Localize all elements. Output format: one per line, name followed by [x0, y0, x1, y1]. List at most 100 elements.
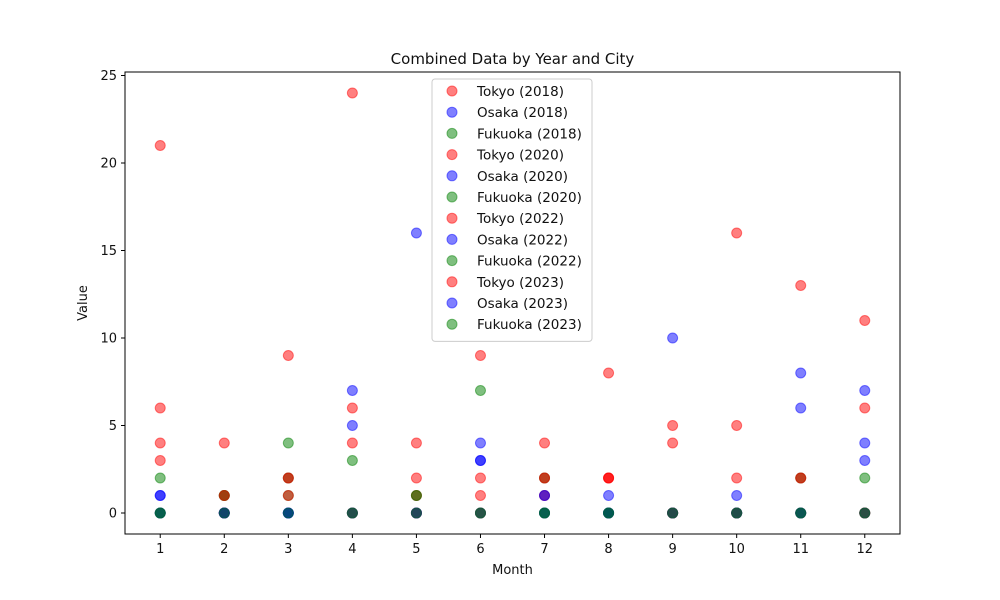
data-point — [282, 437, 294, 449]
legend-marker — [446, 276, 458, 288]
x-tick-label: 3 — [284, 542, 292, 557]
data-point — [731, 420, 743, 431]
data-point — [859, 455, 871, 466]
legend-label: Fukuoka (2022) — [477, 254, 582, 270]
data-point — [603, 507, 615, 519]
legend-marker — [446, 191, 458, 203]
data-point — [539, 472, 551, 484]
legend-label: Osaka (2020) — [477, 169, 568, 185]
data-point — [859, 315, 871, 326]
x-tick-label: 7 — [540, 542, 548, 557]
data-point — [539, 490, 551, 501]
data-point — [282, 490, 294, 501]
data-point — [859, 437, 871, 449]
data-point — [603, 367, 615, 379]
data-point — [154, 507, 166, 519]
data-point — [859, 507, 871, 519]
legend-label: Fukuoka (2023) — [477, 317, 582, 333]
data-point — [474, 385, 486, 396]
data-point — [282, 350, 294, 361]
data-point — [474, 472, 486, 484]
legend-marker — [446, 149, 458, 161]
x-tick-label: 4 — [348, 542, 356, 557]
data-point — [410, 507, 422, 519]
data-point — [154, 472, 166, 484]
y-axis-ticks: 0 5 10 15 20 25 — [100, 69, 125, 522]
legend-marker — [446, 106, 458, 118]
x-tick-label: 6 — [476, 542, 484, 557]
data-point — [795, 507, 807, 519]
y-tick-label: 20 — [100, 157, 117, 172]
data-points — [154, 87, 871, 519]
data-point — [474, 490, 486, 501]
legend-label: Tokyo (2023) — [476, 275, 564, 291]
data-point — [410, 490, 422, 501]
data-point — [795, 367, 807, 379]
data-point — [218, 437, 230, 449]
legend: Tokyo (2018) Osaka (2018) Fukuoka (2018) To… — [431, 78, 593, 342]
data-point — [282, 472, 294, 484]
data-point — [667, 332, 679, 344]
data-point — [346, 437, 358, 449]
data-point — [667, 507, 679, 519]
x-axis-label: Month — [492, 563, 533, 578]
data-point — [795, 402, 807, 414]
x-tick-label: 9 — [668, 542, 676, 557]
data-point — [282, 507, 294, 519]
data-point — [154, 402, 166, 414]
y-tick-label: 25 — [100, 69, 117, 84]
data-point — [731, 490, 743, 501]
data-point — [667, 420, 679, 431]
data-point — [346, 402, 358, 414]
data-point — [731, 472, 743, 484]
data-point — [859, 385, 871, 396]
legend-marker — [446, 170, 458, 182]
legend-marker — [446, 212, 458, 224]
x-tick-label: 12 — [856, 542, 873, 557]
data-point — [218, 507, 230, 519]
x-axis-ticks: 1 2 3 4 5 6 7 8 9 10 11 12 — [156, 534, 873, 557]
x-tick-label: 5 — [412, 542, 420, 557]
legend-label: Osaka (2018) — [477, 105, 568, 121]
data-point — [346, 455, 358, 466]
data-point — [859, 472, 871, 484]
data-point — [410, 472, 422, 484]
legend-label: Tokyo (2020) — [476, 148, 564, 164]
data-point — [154, 437, 166, 449]
data-point — [795, 472, 807, 484]
legend-marker — [446, 85, 458, 97]
x-tick-label: 11 — [792, 542, 809, 557]
legend-marker — [446, 255, 458, 267]
data-point — [474, 437, 486, 449]
legend-label: Osaka (2023) — [477, 296, 568, 312]
data-point — [539, 507, 551, 519]
data-point — [410, 227, 422, 239]
data-point — [218, 490, 230, 501]
data-point — [474, 507, 486, 519]
legend-marker — [446, 233, 458, 245]
x-tick-label: 8 — [604, 542, 612, 557]
legend-label: Fukuoka (2020) — [477, 190, 582, 206]
x-tick-label: 2 — [220, 542, 228, 557]
legend-marker — [446, 127, 458, 139]
data-point — [539, 437, 551, 449]
x-tick-label: 10 — [728, 542, 745, 557]
data-point — [346, 507, 358, 519]
data-point — [346, 385, 358, 396]
data-point — [474, 350, 486, 361]
data-point — [795, 280, 807, 291]
data-point — [154, 490, 166, 501]
plot-frame — [124, 71, 901, 535]
data-point — [859, 402, 871, 414]
legend-label: Tokyo (2022) — [476, 211, 564, 227]
chart-title: Combined Data by Year and City — [391, 50, 635, 68]
y-tick-label: 10 — [100, 332, 117, 347]
legend-marker — [446, 297, 458, 309]
data-point — [667, 437, 679, 449]
data-point — [603, 472, 615, 484]
y-tick-label: 5 — [109, 419, 117, 434]
data-point — [410, 437, 422, 449]
data-point — [731, 507, 743, 519]
y-tick-label: 0 — [109, 507, 117, 522]
